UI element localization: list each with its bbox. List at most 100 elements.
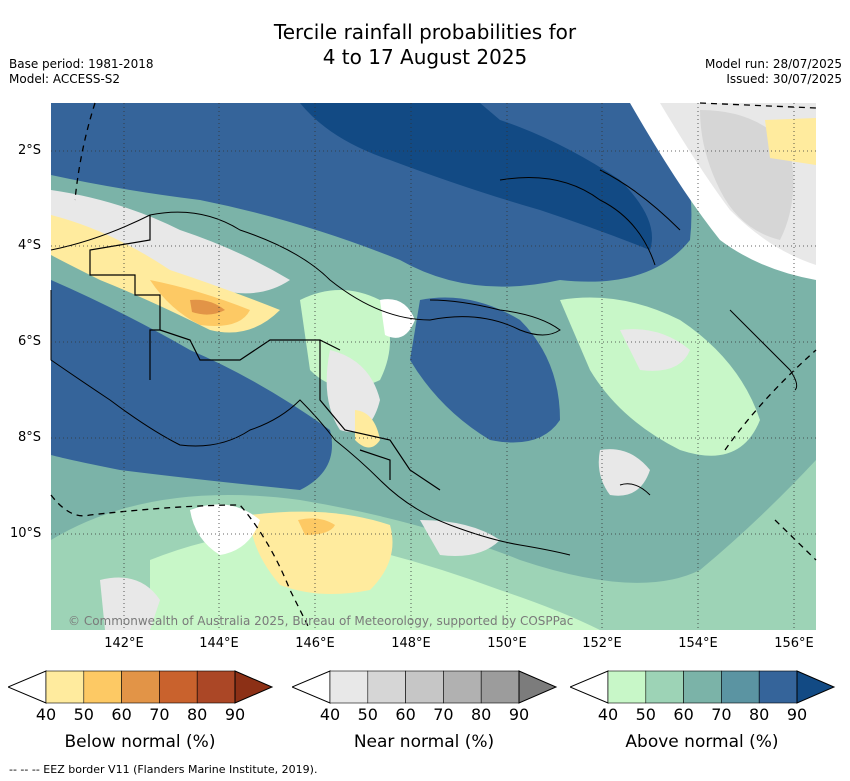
meta-right: Model run: 28/07/2025 Issued: 30/07/2025 (705, 57, 842, 87)
colorbar-tick-label: 50 (635, 705, 656, 724)
colorbar-tick-label: 70 (711, 705, 732, 724)
colorbar-tick-label: 70 (433, 705, 454, 724)
colorbar-swatch (196, 670, 236, 704)
colorbar-swatch (443, 670, 482, 704)
colorbar-tick-label: 50 (73, 705, 94, 724)
colorbar-tick-label: 70 (149, 705, 170, 724)
model-run: Model run: 28/07/2025 (704, 57, 842, 71)
meta-left: Base period: 1981-2018 Model: ACCESS-S2 (9, 57, 154, 87)
lat-label-4s: 4°S (18, 238, 42, 253)
colorbar-swatch (645, 670, 684, 704)
below-shading-west-core (190, 299, 225, 315)
coastline-island (619, 483, 651, 496)
colorbar-tick-label: 60 (395, 705, 416, 724)
eez-border-northeast (699, 102, 817, 109)
near-shading-west (51, 190, 290, 294)
lat-label-10s: 10°S (10, 526, 42, 541)
colorbar-swatch (367, 670, 406, 704)
below-shading-south (250, 511, 393, 594)
lon-label-148e: 148°E (391, 636, 431, 651)
colorbar-above-swatches (607, 670, 798, 704)
coastline-new-britain (499, 177, 656, 266)
coastlines (50, 169, 798, 556)
colorbar-tick-label: 90 (224, 705, 246, 724)
above-shading-north-core (51, 103, 652, 250)
colorbar-near-title: Near normal (%) (353, 732, 495, 752)
colorbar-below-title: Below normal (%) (64, 732, 216, 752)
lon-label-154e: 154°E (678, 636, 718, 651)
border-west (89, 215, 161, 380)
colorbar-swatch (721, 670, 760, 704)
colorbar-above-high-arrow (796, 670, 836, 704)
lon-label-150e: 150°E (487, 636, 527, 651)
colorbar-below (8, 670, 274, 704)
coastline-new-ireland (599, 169, 681, 231)
eez-borders (50, 102, 817, 631)
colorbar-swatch (683, 670, 722, 704)
colorbar-swatch (83, 670, 122, 704)
colorbar-tick-label: 60 (673, 705, 694, 724)
issued-date: Issued: 30/07/2025 (726, 72, 842, 86)
coastline-south (50, 290, 571, 556)
colorbar-above (570, 670, 836, 704)
lon-label-152e: 152°E (582, 636, 622, 651)
above-shading-east (560, 297, 760, 456)
colorbar-tick-label: 80 (749, 705, 770, 724)
no-signal-south (190, 504, 260, 555)
coastline-solomons (729, 309, 798, 391)
colorbar-tick-label: 80 (187, 705, 208, 724)
borders (89, 215, 441, 491)
colorbar-tick-label: 90 (786, 705, 808, 724)
near-shading-east (620, 329, 690, 371)
chart-title: Tercile rainfall probabilities for 4 to … (0, 20, 850, 70)
probability-shading (51, 103, 816, 630)
title-line-2: 4 to 17 August 2025 (322, 45, 528, 69)
above-shading-west (51, 280, 332, 490)
colorbar-tick-label: 60 (111, 705, 132, 724)
no-signal-inland (380, 299, 415, 338)
colorbar-swatch (405, 670, 444, 704)
colorbar-tick-label: 50 (357, 705, 378, 724)
eez-border-southeast (774, 519, 817, 561)
colorbar-swatch (45, 670, 85, 704)
below-shading-south-mid (298, 518, 335, 535)
colorbar-tick-label: 40 (597, 705, 619, 724)
colorbar-above-low-arrow (570, 670, 609, 704)
near-shading-southwest (100, 577, 160, 630)
below-shading-northeast (765, 118, 816, 165)
base-period: Base period: 1981-2018 (9, 57, 154, 71)
no-signal-northeast (630, 103, 816, 280)
lat-label-8s: 8°S (18, 430, 42, 445)
colorbar-swatch (159, 670, 198, 704)
colorbar-swatch (607, 670, 647, 704)
near-shading-southeast (598, 449, 650, 496)
coastline-north (50, 211, 561, 336)
colorbar-swatch (758, 670, 798, 704)
near-shading-central (326, 350, 380, 432)
border-provinces-c (359, 449, 391, 480)
above-shading-inland (300, 290, 390, 388)
colorbar-tick-label: 90 (508, 705, 530, 724)
model-name: Model: ACCESS-S2 (9, 72, 121, 86)
colorbar-near-low-arrow (292, 670, 331, 704)
eez-border-east (724, 349, 817, 451)
colorbar-above-title: Above normal (%) (625, 732, 779, 752)
lat-label-2s: 2°S (18, 143, 42, 158)
colorbar-tick-label: 40 (35, 705, 57, 724)
copyright-notice: © Commonwealth of Australia 2025, Bureau… (68, 614, 574, 628)
lon-label-142e: 142°E (104, 636, 144, 651)
border-provinces-b (319, 340, 441, 491)
lon-label-146e: 146°E (295, 636, 335, 651)
lon-label-156e: 156°E (774, 636, 814, 651)
colorbar-tick-label: 80 (471, 705, 492, 724)
lat-label-6s: 6°S (18, 334, 42, 349)
above-shading-central (410, 297, 560, 443)
colorbar-below-low-arrow (8, 670, 47, 704)
colorbar-swatch (480, 670, 520, 704)
colorbar-below-high-arrow (234, 670, 274, 704)
lon-label-144e: 144°E (199, 636, 239, 651)
eez-footnote: -- -- -- EEZ border V11 (Flanders Marine… (9, 763, 318, 776)
colorbar-below-swatches (45, 670, 236, 704)
title-line-1: Tercile rainfall probabilities for (273, 20, 577, 44)
